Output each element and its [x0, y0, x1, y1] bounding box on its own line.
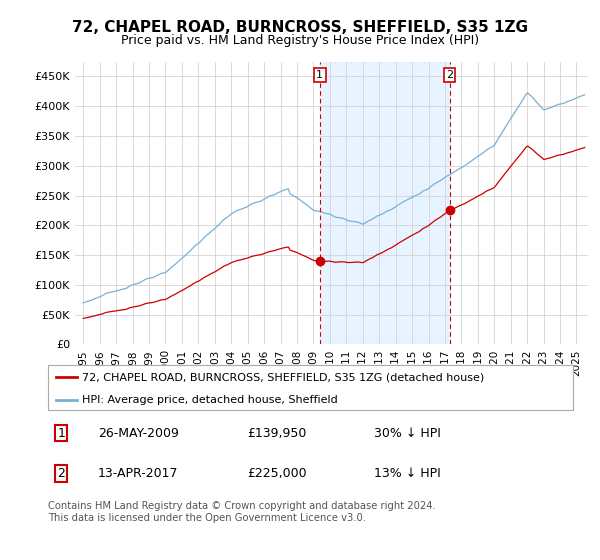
Text: 26-MAY-2009: 26-MAY-2009 — [98, 427, 179, 440]
Text: 13-APR-2017: 13-APR-2017 — [98, 467, 178, 480]
Text: Price paid vs. HM Land Registry's House Price Index (HPI): Price paid vs. HM Land Registry's House … — [121, 34, 479, 46]
Text: Contains HM Land Registry data © Crown copyright and database right 2024.
This d: Contains HM Land Registry data © Crown c… — [48, 501, 436, 523]
Text: 72, CHAPEL ROAD, BURNCROSS, SHEFFIELD, S35 1ZG: 72, CHAPEL ROAD, BURNCROSS, SHEFFIELD, S… — [72, 20, 528, 35]
Text: 1: 1 — [57, 427, 65, 440]
Bar — [320, 62, 449, 344]
Text: 30% ↓ HPI: 30% ↓ HPI — [373, 427, 440, 440]
Text: 2: 2 — [446, 70, 453, 80]
Text: 13% ↓ HPI: 13% ↓ HPI — [373, 467, 440, 480]
FancyBboxPatch shape — [48, 365, 573, 410]
Text: 2: 2 — [57, 467, 65, 480]
Text: HPI: Average price, detached house, Sheffield: HPI: Average price, detached house, Shef… — [82, 395, 338, 405]
Text: 72, CHAPEL ROAD, BURNCROSS, SHEFFIELD, S35 1ZG (detached house): 72, CHAPEL ROAD, BURNCROSS, SHEFFIELD, S… — [82, 372, 484, 382]
Text: 1: 1 — [316, 70, 323, 80]
Text: £225,000: £225,000 — [248, 467, 307, 480]
Text: £139,950: £139,950 — [248, 427, 307, 440]
